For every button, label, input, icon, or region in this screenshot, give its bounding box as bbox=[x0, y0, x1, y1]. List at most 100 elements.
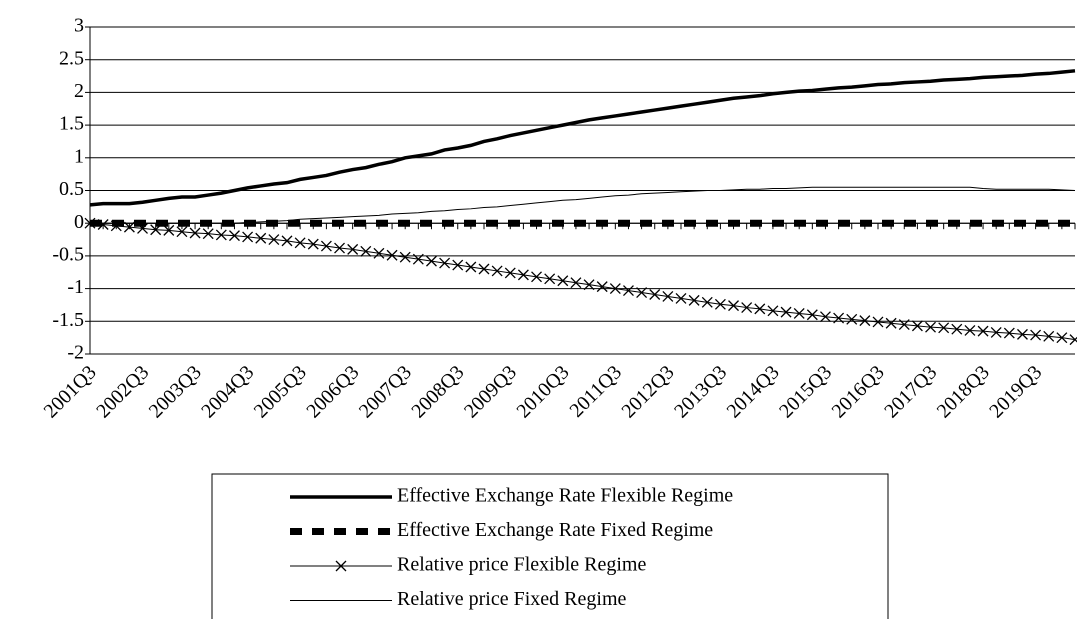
marker bbox=[636, 287, 648, 298]
x-tick-label: 2004Q3 bbox=[197, 361, 258, 422]
marker bbox=[754, 303, 766, 315]
marker bbox=[833, 312, 845, 324]
marker bbox=[885, 317, 897, 329]
marker bbox=[215, 229, 227, 241]
marker bbox=[294, 237, 306, 249]
y-tick-label: -0.5 bbox=[52, 243, 84, 265]
marker bbox=[163, 224, 175, 236]
marker bbox=[806, 309, 818, 321]
y-tick-label: 2.5 bbox=[59, 47, 84, 69]
marker bbox=[938, 322, 950, 334]
marker bbox=[334, 242, 345, 254]
x-tick-label: 2006Q3 bbox=[302, 361, 363, 422]
marker bbox=[176, 226, 188, 238]
legend-label: Relative price Flexible Regime bbox=[397, 554, 646, 576]
marker bbox=[504, 267, 516, 279]
marker bbox=[1069, 334, 1077, 346]
legend-label: Relative price Fixed Regime bbox=[397, 588, 626, 610]
marker bbox=[478, 263, 490, 275]
marker bbox=[951, 323, 963, 335]
marker bbox=[268, 234, 280, 246]
y-tick-label: 2 bbox=[74, 80, 84, 102]
marker bbox=[925, 321, 936, 333]
marker bbox=[701, 296, 713, 308]
marker bbox=[242, 231, 254, 243]
x-tick-label: 2007Q3 bbox=[355, 361, 416, 422]
marker bbox=[570, 277, 582, 289]
marker bbox=[675, 292, 687, 304]
marker bbox=[544, 273, 556, 285]
marker bbox=[281, 235, 293, 247]
y-tick-label: -2 bbox=[67, 342, 84, 364]
marker bbox=[399, 251, 411, 263]
x-tick-label: 2013Q3 bbox=[670, 361, 731, 422]
marker bbox=[426, 255, 437, 267]
y-tick-label: 1 bbox=[74, 145, 84, 167]
x-tick-label: 2014Q3 bbox=[723, 361, 784, 422]
y-tick-label: -1 bbox=[67, 276, 84, 298]
legend-label: Effective Exchange Rate Fixed Regime bbox=[397, 519, 713, 541]
marker bbox=[728, 300, 739, 312]
marker bbox=[255, 232, 267, 244]
marker bbox=[1043, 330, 1055, 342]
marker bbox=[583, 279, 595, 291]
marker bbox=[491, 265, 503, 277]
marker bbox=[596, 281, 608, 293]
marker bbox=[780, 306, 792, 318]
marker bbox=[347, 243, 359, 255]
marker bbox=[465, 261, 477, 273]
legend-label: Effective Exchange Rate Flexible Regime bbox=[397, 485, 733, 507]
x-tick-label: 2016Q3 bbox=[828, 361, 889, 422]
marker bbox=[335, 560, 347, 572]
x-tick-label: 2002Q3 bbox=[92, 361, 153, 422]
y-tick-label: -1.5 bbox=[52, 309, 84, 331]
x-tick-label: 2017Q3 bbox=[880, 361, 941, 422]
x-tick-label: 2005Q3 bbox=[250, 361, 311, 422]
marker bbox=[1003, 327, 1015, 339]
x-tick-label: 2018Q3 bbox=[933, 361, 994, 422]
x-tick-label: 2010Q3 bbox=[512, 361, 573, 422]
marker bbox=[97, 219, 109, 230]
series-line bbox=[89, 69, 1076, 207]
x-tick-label: 2011Q3 bbox=[566, 361, 627, 422]
marker bbox=[202, 228, 214, 240]
marker bbox=[767, 305, 779, 317]
marker bbox=[741, 302, 753, 314]
marker bbox=[820, 311, 831, 323]
marker bbox=[412, 253, 424, 265]
marker bbox=[714, 298, 726, 310]
marker bbox=[609, 283, 621, 295]
y-tick-label: 0 bbox=[74, 211, 84, 233]
marker bbox=[360, 245, 372, 257]
marker bbox=[320, 240, 332, 252]
marker bbox=[1017, 328, 1028, 340]
marker bbox=[229, 230, 240, 242]
x-tick-label: 2015Q3 bbox=[775, 361, 836, 422]
marker bbox=[649, 289, 661, 300]
marker bbox=[110, 220, 122, 232]
series-line bbox=[89, 222, 1076, 341]
marker bbox=[990, 326, 1002, 338]
x-tick-label: 2008Q3 bbox=[407, 361, 468, 422]
x-tick-label: 2009Q3 bbox=[460, 361, 521, 422]
marker bbox=[1030, 329, 1042, 341]
y-tick-label: 3 bbox=[74, 15, 84, 37]
x-tick-label: 2003Q3 bbox=[145, 361, 206, 422]
marker bbox=[859, 315, 871, 327]
marker bbox=[898, 319, 910, 331]
x-tick-label: 2019Q3 bbox=[985, 361, 1046, 422]
marker bbox=[373, 247, 385, 259]
x-tick-label: 2012Q3 bbox=[618, 361, 679, 422]
marker bbox=[846, 313, 858, 325]
marker bbox=[1056, 332, 1068, 344]
marker bbox=[386, 249, 398, 261]
marker bbox=[623, 285, 634, 297]
y-tick-label: 1.5 bbox=[59, 113, 84, 135]
y-tick-label: 0.5 bbox=[59, 178, 84, 200]
marker bbox=[439, 257, 451, 269]
marker bbox=[911, 320, 923, 332]
marker bbox=[452, 259, 464, 271]
marker bbox=[137, 222, 148, 234]
marker bbox=[977, 325, 989, 337]
